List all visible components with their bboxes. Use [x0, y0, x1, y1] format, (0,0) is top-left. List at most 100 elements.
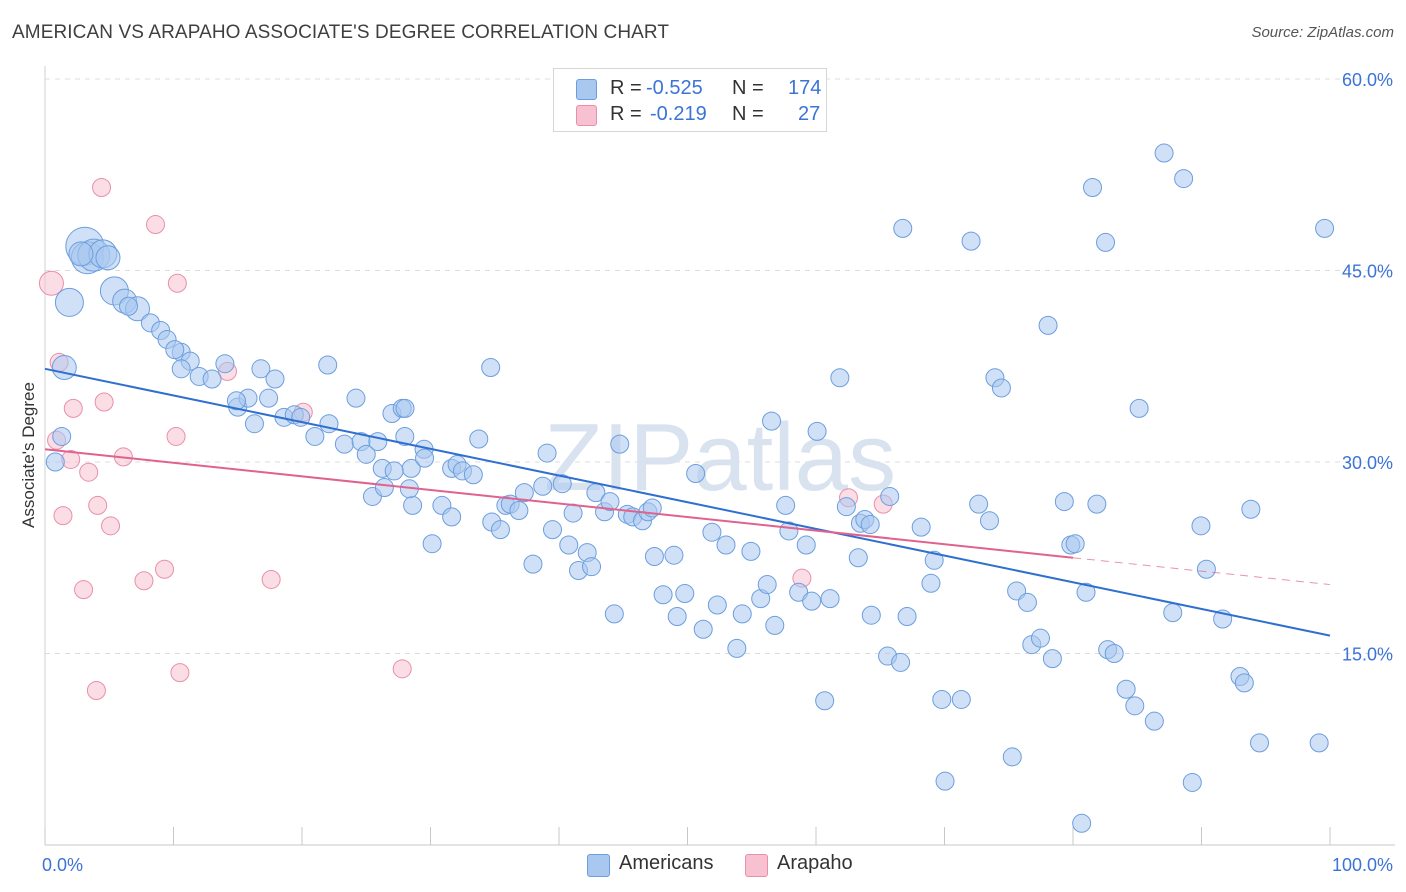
american-point [202, 369, 222, 389]
arapaho-point [261, 569, 281, 589]
american-point [604, 604, 624, 624]
arapaho-point [166, 426, 186, 446]
american-point [165, 340, 185, 360]
american-point [395, 398, 415, 418]
american-point [762, 411, 782, 431]
american-point [318, 355, 338, 375]
american-point [463, 465, 483, 485]
american-point [582, 557, 602, 577]
american-point [95, 245, 121, 271]
american-point [45, 452, 65, 472]
american-point [1104, 644, 1124, 663]
x-tick-label: 100.0% [1332, 855, 1393, 875]
american-point [552, 474, 572, 494]
chart-title: AMERICAN VS ARAPAHO ASSOCIATE'S DEGREE C… [12, 22, 670, 43]
american-point [836, 497, 856, 517]
american-point [1072, 813, 1092, 833]
american-point [403, 495, 423, 515]
legend-label: Americans [619, 852, 714, 874]
american-point [1002, 747, 1022, 767]
american-point [796, 535, 816, 555]
american-point [1116, 679, 1136, 699]
american-point [921, 573, 941, 593]
american-point [356, 444, 376, 464]
american-point [226, 391, 246, 411]
arapaho-point [88, 495, 108, 515]
n-label: N = [732, 103, 764, 125]
stats-legend: R = -0.525 N = 174 R = -0.219 N = 27 [553, 68, 827, 132]
american-point [815, 691, 835, 711]
american-point [54, 287, 84, 317]
american-point [265, 369, 285, 389]
american-point [559, 535, 579, 555]
y-axis-label: Associate's Degree [19, 382, 38, 528]
americans-swatch [587, 854, 610, 877]
american-point [563, 503, 583, 523]
arapaho-point [170, 663, 190, 683]
trend-lines [44, 367, 1331, 637]
american-point [1250, 733, 1270, 753]
american-point [1125, 696, 1145, 716]
american-point [1083, 178, 1103, 198]
arapaho-point [134, 571, 154, 591]
american-point [368, 432, 388, 452]
american-point [1144, 711, 1164, 731]
american-point [980, 511, 1000, 531]
american-point [1234, 673, 1254, 693]
american-point [693, 619, 713, 639]
american-point [334, 434, 354, 454]
american-point [171, 359, 191, 379]
american-point [384, 461, 404, 481]
american-point [1038, 315, 1058, 335]
american-point [860, 515, 880, 535]
american-point [1096, 232, 1116, 252]
arapaho-point [79, 462, 99, 482]
american-point [610, 434, 630, 454]
american-point [1065, 534, 1085, 554]
r-label: R = [610, 77, 642, 99]
n-value: 27 [798, 103, 821, 125]
american-point [600, 492, 620, 512]
y-tick-label: 30.0% [1342, 453, 1393, 473]
arapaho-point [74, 580, 94, 600]
american-point [422, 534, 442, 554]
axes [44, 66, 1395, 846]
american-point [415, 448, 435, 468]
american-point [481, 358, 501, 378]
american-point [1163, 603, 1183, 623]
american-point [374, 478, 394, 498]
american-point [523, 554, 543, 574]
r-value: -0.219 [650, 103, 707, 125]
american-point [68, 241, 94, 267]
american-point [667, 606, 687, 626]
american-point [969, 494, 989, 514]
american-point [802, 591, 822, 611]
arapaho-point [63, 398, 83, 418]
american-point [509, 501, 529, 521]
arapaho-swatch [576, 105, 597, 126]
legend-label: Arapaho [777, 852, 853, 874]
american-point [1309, 733, 1329, 753]
american-point [1174, 169, 1194, 189]
american-point [469, 429, 489, 449]
american-point [537, 443, 557, 463]
american-point [1315, 218, 1335, 238]
american-point [1054, 492, 1074, 512]
americans-points [45, 143, 1335, 833]
american-point [924, 550, 944, 570]
x-tick-label: 0.0% [42, 855, 83, 875]
arapaho-swatch [745, 854, 768, 877]
y-tick-label: 60.0% [1342, 70, 1393, 90]
american-point [533, 476, 553, 496]
american-point [893, 218, 913, 238]
american-point [119, 296, 139, 316]
arapaho-point [86, 681, 106, 701]
n-value: 174 [788, 77, 822, 99]
arapaho-point [92, 178, 112, 198]
american-point [789, 582, 809, 602]
americans-trend-line [44, 367, 1331, 637]
arapaho-point [38, 270, 64, 296]
american-point [891, 652, 911, 672]
r-value: -0.525 [646, 77, 703, 99]
